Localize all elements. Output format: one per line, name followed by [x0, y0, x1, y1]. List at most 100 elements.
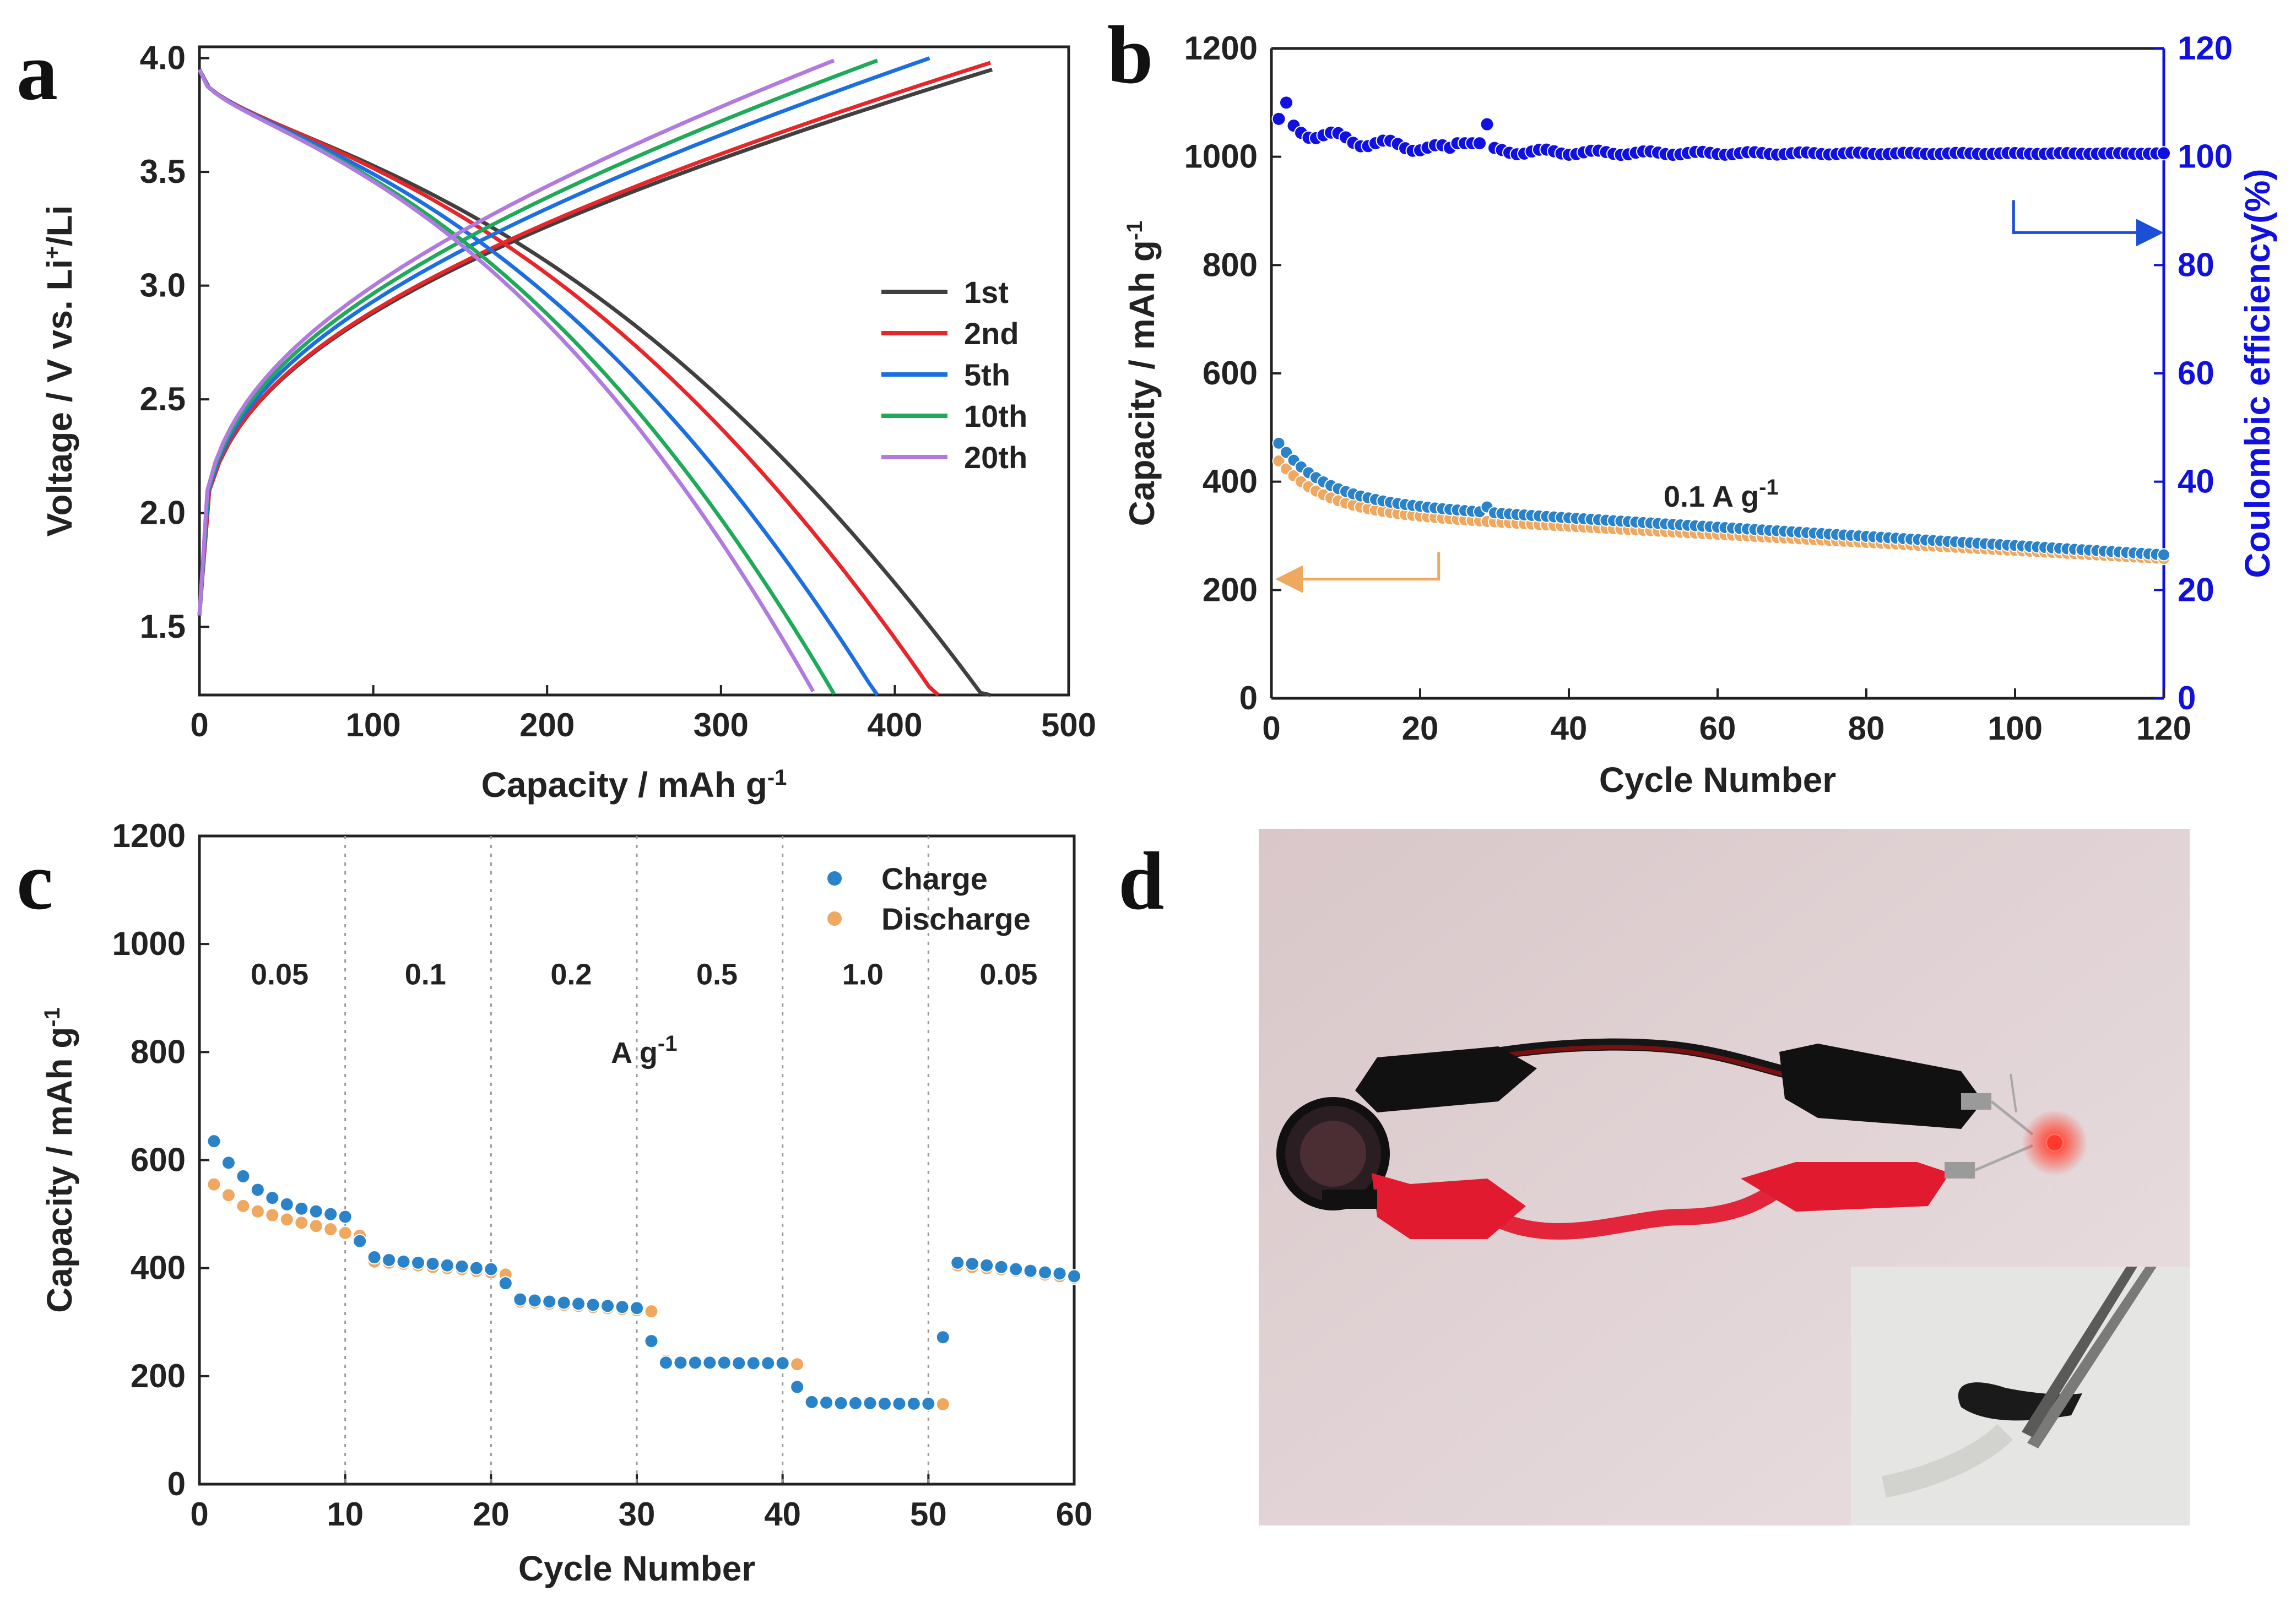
chart-a: 0 100 200 300 400 500 1.5 2.0 2.5 3.0 3.5 4.0 Capaci…	[40, 40, 1096, 805]
point-charge-c	[615, 1300, 630, 1315]
y2-axis-label-b: Coulombic efficiency(%)	[2238, 169, 2277, 578]
rate-label: 0.5	[696, 958, 738, 991]
rate-label: 0.05	[251, 958, 308, 991]
point-discharge-c	[294, 1215, 309, 1230]
legend-label-charge: Charge	[881, 861, 988, 896]
point-charge-c	[367, 1250, 382, 1265]
point-charge-c	[454, 1259, 469, 1274]
point-charge-c	[775, 1356, 790, 1371]
y2-tick-label-b: 100	[2178, 138, 2233, 175]
point-charge-c	[571, 1296, 586, 1311]
point-ce-b	[2157, 146, 2171, 161]
panel-label-d: d	[1118, 835, 1164, 927]
point-discharge-c	[279, 1212, 294, 1227]
point-charge-c	[994, 1259, 1009, 1274]
x-tick-label-a: 200	[519, 707, 575, 743]
y-tick-label-c: 1000	[112, 925, 186, 962]
x-tick-label-a: 500	[1041, 707, 1096, 743]
point-discharge-c	[644, 1304, 659, 1319]
coin-cell-face	[1300, 1121, 1366, 1187]
y-tick-label-a: 2.5	[140, 381, 186, 417]
rate-label: 0.05	[979, 958, 1037, 991]
point-charge-c	[630, 1301, 644, 1316]
legend-label-5th: 5th	[964, 357, 1010, 392]
point-discharge-c	[935, 1397, 950, 1411]
x-tick-label-b: 120	[2136, 710, 2191, 747]
x-axis-label-a: Capacity / mAh g-1	[481, 765, 787, 805]
clip-jaw	[1322, 1190, 1377, 1209]
point-charge-c	[236, 1169, 251, 1183]
photo-led-demo	[1259, 829, 2190, 1525]
y-tick-label-c: 1200	[112, 817, 186, 854]
point-charge-c	[382, 1252, 397, 1267]
x-tick-label-c: 60	[1056, 1496, 1093, 1533]
point-charge-c	[732, 1356, 746, 1371]
y-tick-label-b: 1000	[1184, 138, 1258, 175]
point-discharge-c	[323, 1222, 338, 1237]
point-ce-b	[1472, 136, 1487, 151]
black-clip-right	[1779, 1044, 1983, 1129]
point-charge-c	[323, 1207, 338, 1221]
point-charge-c	[804, 1394, 819, 1409]
arrow-to-capacity	[1275, 552, 1441, 593]
point-charge-c	[600, 1299, 615, 1313]
point-charge-c	[658, 1355, 673, 1370]
point-charge-c	[411, 1255, 425, 1270]
y-tick-label-c: 0	[167, 1465, 186, 1502]
plot-frame-a	[198, 45, 1070, 697]
point-charge-b	[2157, 548, 2170, 562]
point-charge-c	[1067, 1269, 1081, 1284]
red-clip-right	[1741, 1162, 1950, 1212]
x-tick-label-c: 40	[764, 1496, 801, 1533]
y2-tick-label-b: 120	[2178, 30, 2233, 67]
point-discharge-c	[236, 1198, 251, 1213]
y-tick-label-a: 3.5	[140, 153, 186, 190]
y-tick-label-b: 800	[1203, 246, 1258, 283]
x-tick-label-c: 50	[910, 1496, 947, 1533]
y-tick-label-a: 3.0	[140, 267, 186, 304]
point-charge-c	[527, 1293, 542, 1308]
point-charge-c	[1009, 1262, 1024, 1277]
x-tick-label-c: 10	[327, 1496, 364, 1533]
point-charge-c	[892, 1396, 907, 1411]
discharge-curve-20th	[197, 68, 815, 693]
legend-label-10th: 10th	[964, 399, 1027, 433]
legend-label-2nd: 2nd	[964, 316, 1019, 351]
inset-shadow	[1882, 1424, 2013, 1498]
point-charge-c	[425, 1256, 440, 1271]
y-tick-label-b: 400	[1203, 463, 1258, 500]
x-tick-label-b: 80	[1848, 710, 1885, 747]
y2-tick-label-b: 40	[2178, 463, 2214, 500]
point-charge-c	[542, 1294, 557, 1309]
point-charge-c	[338, 1209, 353, 1224]
point-charge-c	[221, 1155, 236, 1170]
chart-b: 0 20 40 60 80 100 1200200400600800100012000204…	[1122, 30, 2277, 800]
point-charge-c	[644, 1334, 659, 1349]
point-charge-c	[308, 1204, 323, 1219]
y-axis-label-a: Voltage / V vs. Li+/Li	[40, 205, 79, 537]
y-tick-label-b: 1200	[1184, 30, 1258, 67]
point-discharge-c	[308, 1219, 323, 1234]
y-tick-label-a: 1.5	[140, 608, 186, 645]
y-tick-label-c: 200	[131, 1358, 186, 1394]
point-discharge-c	[790, 1357, 805, 1372]
y-tick-label-c: 600	[131, 1142, 186, 1179]
point-charge-c	[717, 1355, 732, 1370]
point-charge-c	[687, 1355, 702, 1370]
y2-tick-label-b: 0	[2178, 680, 2196, 716]
arrow-to-ce	[2012, 200, 2164, 247]
point-charge-c	[469, 1261, 484, 1275]
y-tick-label-b: 600	[1203, 355, 1258, 392]
annotation-b: 0.1 A g-1	[1664, 475, 1779, 513]
y-tick-label-b: 0	[1239, 680, 1258, 716]
x-tick-label-c: 30	[619, 1496, 656, 1533]
charge-curve-2nd	[197, 61, 992, 616]
tweezers-2	[2022, 1267, 2137, 1437]
rate-unit-label: A g-1	[611, 1031, 678, 1069]
point-charge-c	[863, 1396, 878, 1410]
point-charge-c	[950, 1255, 965, 1270]
point-discharge-c	[221, 1188, 236, 1203]
legend-marker-discharge	[826, 910, 843, 927]
x-tick-label-c: 0	[190, 1496, 208, 1533]
point-ce-b	[1271, 111, 1286, 126]
